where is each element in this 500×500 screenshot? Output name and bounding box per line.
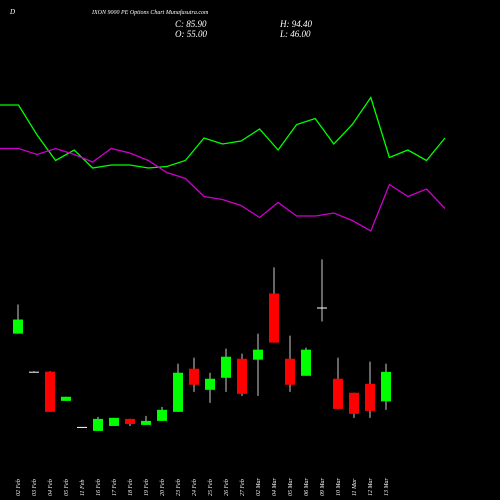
x-tick-label: 26 Feb: [224, 479, 230, 496]
x-tick-label: 20 Feb: [160, 479, 166, 496]
x-tick-label: 23 Feb: [176, 479, 182, 496]
candle-body: [269, 293, 279, 343]
x-tick-label: 02 Feb: [16, 479, 22, 496]
candle-body: [237, 358, 247, 394]
x-tick-label: 09 Mar: [320, 478, 326, 496]
candle-body: [381, 371, 391, 402]
indicator-line: [0, 147, 446, 232]
x-tick-label: 24 Feb: [191, 479, 198, 496]
candle-body: [141, 420, 151, 425]
candle-body: [221, 356, 231, 378]
candle-body: [333, 378, 343, 409]
candle-body: [205, 378, 215, 390]
candle-body: [189, 368, 199, 385]
candle-body: [93, 418, 103, 431]
candle-body: [45, 371, 55, 412]
open-label: O: 55.00: [175, 29, 207, 39]
x-tick-label: 05 Mar: [288, 478, 294, 496]
candle-body: [157, 409, 167, 421]
candle-body: [253, 349, 263, 360]
indicator-line: [0, 96, 446, 169]
candle-body: [125, 418, 135, 424]
x-tick-label: 03 Feb: [32, 479, 38, 496]
high-label: H: 94.40: [279, 19, 312, 29]
x-tick-label: 02 Mar: [256, 478, 262, 496]
x-tick-label: 10 Mar: [336, 478, 342, 496]
candle-body: [317, 307, 327, 309]
x-tick-label: 12 Mar: [368, 478, 374, 496]
symbol-initial: D: [9, 8, 15, 16]
candle-body: [365, 383, 375, 411]
candle-body: [109, 417, 119, 426]
x-tick-label: 16 Feb: [96, 479, 102, 496]
x-tick-label: 13 Mar: [384, 478, 390, 496]
chart-title: IXON 9000 PE Options Chart Munafasutra.c…: [91, 9, 209, 16]
candle-body: [285, 358, 295, 385]
candle-body: [77, 426, 87, 428]
candle-body: [301, 349, 311, 376]
candle-body: [173, 372, 183, 412]
x-tick-label: 25 Feb: [208, 479, 214, 496]
candle-body: [29, 371, 39, 373]
x-tick-label: 19 Feb: [144, 479, 150, 496]
x-tick-label: 17 Feb: [112, 479, 118, 496]
x-tick-label: 05 Feb: [64, 479, 70, 496]
x-tick-label: 06 Mar: [304, 478, 310, 496]
close-label: C: 85.90: [175, 19, 207, 29]
candle-body: [61, 396, 71, 401]
x-tick-label: 04 Mar: [271, 478, 278, 496]
candle-body: [13, 319, 23, 334]
x-tick-label: 11 Mar: [352, 478, 358, 496]
low-label: L: 46.00: [279, 29, 311, 39]
x-tick-label: 11 Feb: [80, 480, 86, 496]
x-tick-label: 27 Feb: [240, 479, 246, 496]
x-tick-label: 04 Feb: [47, 479, 54, 496]
candle-body: [349, 392, 359, 414]
x-tick-label: 18 Feb: [128, 479, 134, 496]
